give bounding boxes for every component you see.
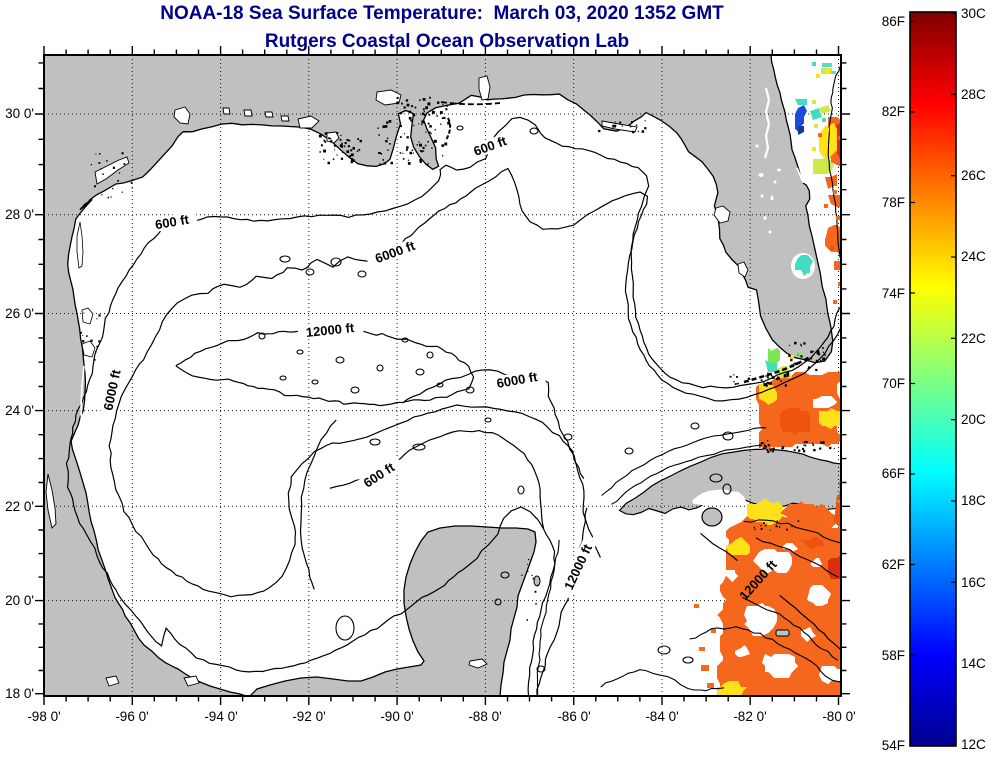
svg-text:22 0': 22 0' [5,499,34,514]
svg-text:-88 0': -88 0' [468,709,501,724]
svg-text:30C: 30C [961,6,986,21]
svg-text:86F: 86F [882,14,905,29]
svg-text:62F: 62F [882,557,905,572]
svg-text:-92 0': -92 0' [292,709,325,724]
svg-text:24C: 24C [961,249,986,264]
svg-text:600 ft: 600 ft [154,212,191,233]
svg-text:70F: 70F [882,376,905,391]
svg-text:-94 0': -94 0' [204,709,237,724]
svg-text:16C: 16C [961,575,986,590]
svg-text:74F: 74F [882,286,905,301]
svg-text:Rutgers Coastal Ocean Observat: Rutgers Coastal Ocean Observation Lab [265,31,629,52]
svg-text:6000 ft: 6000 ft [495,369,539,391]
svg-text:20C: 20C [961,412,986,427]
svg-text:66F: 66F [882,466,905,481]
svg-text:12C: 12C [961,737,986,752]
svg-text:24 0': 24 0' [5,403,34,418]
svg-text:-86 0': -86 0' [557,709,590,724]
svg-text:28 0': 28 0' [5,207,34,222]
svg-text:18 0': 18 0' [5,686,34,701]
svg-text:-80 0': -80 0' [822,709,855,724]
svg-text:30 0': 30 0' [5,106,34,121]
svg-text:NOAA-18 Sea Surface Temperatur: NOAA-18 Sea Surface Temperature: March 0… [160,3,724,24]
svg-text:82F: 82F [882,104,905,119]
svg-text:20 0': 20 0' [5,593,34,608]
svg-text:18C: 18C [961,493,986,508]
svg-text:14C: 14C [961,656,986,671]
svg-text:22C: 22C [961,331,986,346]
svg-text:28C: 28C [961,87,986,102]
svg-text:58F: 58F [882,648,905,663]
svg-text:26C: 26C [961,168,986,183]
svg-text:-96 0': -96 0' [115,709,148,724]
svg-text:-90 0': -90 0' [380,709,413,724]
svg-text:-98 0': -98 0' [27,709,60,724]
svg-text:78F: 78F [882,195,905,210]
svg-text:12000 ft: 12000 ft [305,320,355,340]
svg-text:-82 0': -82 0' [733,709,766,724]
svg-text:-84 0': -84 0' [645,709,678,724]
svg-text:26 0': 26 0' [5,306,34,321]
svg-text:54F: 54F [882,738,905,753]
